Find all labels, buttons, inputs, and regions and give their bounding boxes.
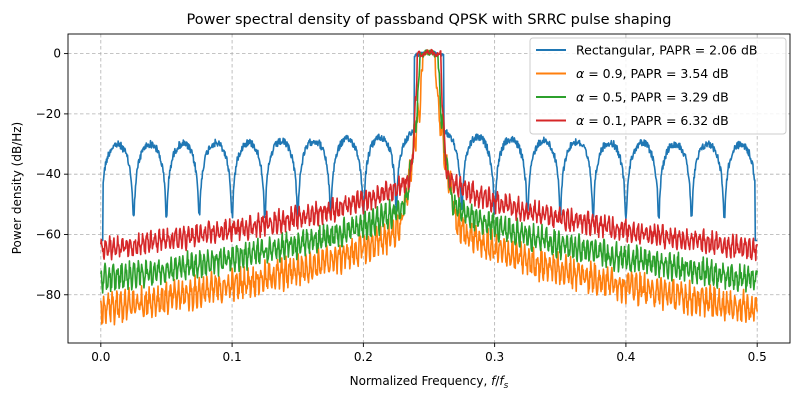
- legend-alpha-symbol: α: [576, 66, 585, 81]
- x-axis-label-f: f: [491, 374, 497, 388]
- legend-text-1: Rectangular, PAPR = 2.06 dB: [576, 43, 758, 58]
- legend-label-3: α = 0.5, PAPR = 3.29 dB: [576, 90, 729, 105]
- legend-entries: Rectangular, PAPR = 2.06 dB α = 0.9, PAPR…: [536, 43, 758, 128]
- x-axis-label: Normalized Frequency, f/fs: [350, 374, 509, 391]
- legend-alpha-symbol: α: [576, 90, 585, 105]
- y-tick-label: −20: [36, 107, 61, 121]
- x-tick-label: 0.1: [223, 350, 242, 364]
- legend-label-2: α = 0.9, PAPR = 3.54 dB: [576, 66, 729, 81]
- x-tick-label: 0.5: [748, 350, 767, 364]
- chart-title: Power spectral density of passband QPSK …: [187, 12, 672, 28]
- series-line-4: [100, 48, 758, 262]
- y-tick-label: −60: [36, 227, 61, 241]
- legend-text-4: = 0.1, PAPR = 6.32 dB: [584, 113, 729, 128]
- x-axis-label-slash: /: [495, 374, 500, 388]
- y-tick-label: −40: [36, 167, 61, 181]
- plot-frame: [67, 33, 791, 344]
- legend: Rectangular, PAPR = 2.06 dB α = 0.9, PAPR…: [529, 37, 787, 135]
- tick-layer: 0.0 0.1 0.2 0.3 0.4 0.5 0 −20 −40 −60 −80: [36, 47, 767, 364]
- x-axis-label-text: Normalized Frequency,: [350, 374, 492, 388]
- legend-text-3: = 0.5, PAPR = 3.29 dB: [584, 90, 729, 105]
- x-tick-label: 0.4: [616, 350, 635, 364]
- y-tick-label: 0: [53, 47, 61, 61]
- series-layer: [100, 48, 758, 326]
- x-tick-label: 0.2: [354, 350, 373, 364]
- y-axis-label: Power density (dB/Hz): [10, 122, 24, 255]
- legend-label-1: Rectangular, PAPR = 2.06 dB: [576, 43, 758, 58]
- x-axis-label-fs: f: [499, 374, 505, 388]
- legend-text-2: = 0.9, PAPR = 3.54 dB: [584, 66, 729, 81]
- legend-label-4: α = 0.1, PAPR = 6.32 dB: [576, 113, 729, 128]
- y-tick-label: −80: [36, 288, 61, 302]
- x-tick-label: 0.3: [485, 350, 504, 364]
- legend-alpha-symbol: α: [576, 113, 585, 128]
- x-axis-label-subscript: s: [504, 381, 509, 391]
- legend-box: [529, 37, 787, 135]
- x-tick-label: 0.0: [91, 350, 110, 364]
